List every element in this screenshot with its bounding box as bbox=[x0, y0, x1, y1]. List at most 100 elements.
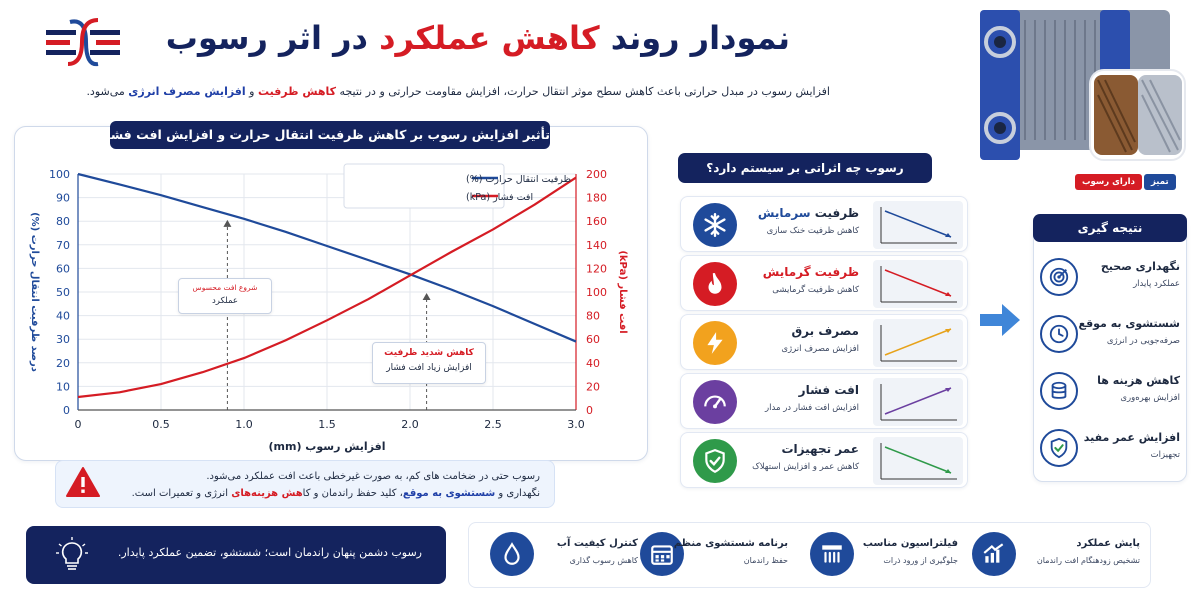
plate-heat-exchanger-image bbox=[980, 10, 1186, 161]
tip-title: برنامه شستشوی منظم bbox=[673, 538, 788, 549]
effect-subtitle: افزایش مصرف انرژی bbox=[781, 344, 859, 354]
warning-line-1: رسوب حتی در ضخامت های کم، به صورت غیرخطی… bbox=[206, 471, 540, 482]
legend-label: ظرفیت انتقال حرارت (%) bbox=[466, 174, 571, 185]
x-tick-label: 1.5 bbox=[318, 418, 336, 431]
x-axis-label: افزایش رسوب (mm) bbox=[268, 440, 385, 453]
y-right-tick-label: 80 bbox=[586, 310, 600, 323]
flame-icon bbox=[693, 262, 737, 306]
x-tick-label: 1.0 bbox=[235, 418, 253, 431]
conclusion-item-title: شستشوی به موقع bbox=[1078, 317, 1180, 330]
trend-mini-chart bbox=[873, 378, 963, 426]
effect-title: ظرفیت گرمایش bbox=[762, 265, 859, 279]
x-tick-label: 0 bbox=[75, 418, 82, 431]
y-right-tick-label: 0 bbox=[586, 404, 593, 417]
tip-item: برنامه شستشوی منظم حفظ راندمان bbox=[640, 532, 790, 578]
y-left-tick-label: 10 bbox=[56, 380, 70, 393]
effect-subtitle: کاهش عمر و افزایش استهلاک bbox=[752, 462, 859, 472]
chart-up-icon bbox=[972, 532, 1016, 576]
y-right-tick-label: 100 bbox=[586, 286, 607, 299]
arrow-right-icon bbox=[980, 304, 1020, 336]
y-left-tick-label: 0 bbox=[63, 404, 70, 417]
y-left-tick-label: 20 bbox=[56, 357, 70, 370]
lightbulb-icon bbox=[56, 537, 88, 570]
conclusion-item: کاهش هزینه ها افزایش بهره‌وری bbox=[1040, 370, 1182, 418]
tip-item: پایش عملکرد تشخیص زودهنگام افت راندمان bbox=[972, 532, 1142, 578]
conclusion-item-title: افزایش عمر مفید bbox=[1083, 431, 1180, 444]
intro-text: افزایش رسوب در مبدل حرارتی باعث کاهش سطح… bbox=[86, 85, 830, 98]
y-left-tick-label: 80 bbox=[56, 215, 70, 228]
annotation-arrowhead bbox=[223, 219, 232, 227]
clock-icon bbox=[1040, 315, 1078, 353]
tip-item: کنترل کیفیت آب کاهش رسوب گذاری bbox=[490, 532, 640, 578]
conclusion-item: شستشوی به موقع صرفه‌جویی در انرژی bbox=[1040, 313, 1182, 361]
tip-item: فیلتراسیون مناسب جلوگیری از ورود ذرات bbox=[810, 532, 960, 578]
heat-exchanger-illustration: دارای رسوب تمیز bbox=[940, 0, 1190, 190]
conclusion-item-title: کاهش هزینه ها bbox=[1097, 374, 1180, 387]
effect-card: افت فشار افزایش افت فشار در مدار bbox=[680, 373, 968, 429]
shield-check-icon bbox=[693, 439, 737, 483]
y-left-tick-label: 30 bbox=[56, 333, 70, 346]
y-right-tick-label: 40 bbox=[586, 357, 600, 370]
y-left-tick-label: 40 bbox=[56, 310, 70, 323]
y-right-tick-label: 180 bbox=[586, 192, 607, 205]
effect-card: مصرف برق افزایش مصرف انرژی bbox=[680, 314, 968, 370]
legend-box bbox=[343, 163, 505, 209]
conclusion-item-subtitle: افزایش بهره‌وری bbox=[1120, 393, 1180, 403]
filter-icon bbox=[810, 532, 854, 576]
quote-banner: رسوب دشمن پنهان راندمان است؛ شستشو، تضمی… bbox=[26, 526, 446, 584]
lightning-icon bbox=[693, 321, 737, 365]
effect-subtitle: کاهش ظرفیت گرمایشی bbox=[772, 285, 859, 295]
trend-mini-chart bbox=[873, 437, 963, 485]
y-right-axis-label: افت فشار (kPa) bbox=[617, 250, 628, 333]
y-left-axis-label: درصد ظرفیت انتقال حرارت (%) bbox=[29, 212, 40, 372]
conclusion-item: افزایش عمر مفید تجهیزات bbox=[1040, 427, 1182, 475]
brand-logo bbox=[46, 18, 120, 67]
annotation-early-drop: شروع افت محسوس عملکرد bbox=[178, 278, 272, 314]
effect-subtitle: افزایش افت فشار در مدار bbox=[765, 403, 859, 413]
trend-mini-chart bbox=[873, 319, 963, 367]
trend-mini-chart bbox=[873, 260, 963, 308]
y-right-tick-label: 120 bbox=[586, 262, 607, 275]
y-left-tick-label: 90 bbox=[56, 192, 70, 205]
effect-subtitle: کاهش ظرفیت خنک سازی bbox=[766, 226, 859, 236]
x-tick-label: 3.0 bbox=[567, 418, 585, 431]
x-tick-label: 2.0 bbox=[401, 418, 419, 431]
warning-icon bbox=[66, 467, 100, 497]
droplet-icon bbox=[490, 532, 534, 576]
series-line-1 bbox=[77, 176, 577, 399]
tip-title: پایش عملکرد bbox=[1076, 538, 1140, 549]
chart-panel bbox=[14, 126, 648, 461]
effect-title: افت فشار bbox=[798, 383, 859, 397]
shield-check-icon bbox=[1040, 429, 1078, 467]
conclusion-item: نگهداری صحیح عملکرد پایدار bbox=[1040, 256, 1182, 304]
tip-title: فیلتراسیون مناسب bbox=[862, 538, 958, 549]
x-tick-label: 0.5 bbox=[152, 418, 170, 431]
y-left-tick-label: 100 bbox=[49, 168, 70, 181]
y-left-tick-label: 60 bbox=[56, 262, 70, 275]
conclusion-item-title: نگهداری صحیح bbox=[1100, 260, 1180, 273]
y-right-tick-label: 140 bbox=[586, 239, 607, 252]
tip-subtitle: تشخیص زودهنگام افت راندمان bbox=[1036, 556, 1140, 565]
effect-card: عمر تجهیزات کاهش عمر و افزایش استهلاک bbox=[680, 432, 968, 488]
conclusion-item-subtitle: صرفه‌جویی در انرژی bbox=[1106, 336, 1180, 346]
target-icon bbox=[1040, 258, 1078, 296]
warning-line-2: نگهداری و شستشوی به موقع، کلید حفظ راندم… bbox=[131, 488, 540, 499]
conclusion-title: نتیجه گیری bbox=[1033, 214, 1187, 242]
tip-title: کنترل کیفیت آب bbox=[556, 538, 638, 549]
trend-mini-chart bbox=[873, 201, 963, 249]
coins-icon bbox=[1040, 372, 1078, 410]
warning-box: رسوب حتی در ضخامت های کم، به صورت غیرخطی… bbox=[55, 460, 555, 508]
y-right-tick-label: 200 bbox=[586, 168, 607, 181]
quote-text: رسوب دشمن پنهان راندمان است؛ شستشو، تضمی… bbox=[117, 546, 422, 559]
effect-title: مصرف برق bbox=[791, 324, 859, 338]
gauge-icon bbox=[693, 380, 737, 424]
effects-title: رسوب چه اثراتی بر سیستم دارد؟ bbox=[678, 153, 932, 183]
calendar-icon bbox=[640, 532, 684, 576]
clean-label: تمیز bbox=[1144, 174, 1176, 190]
effect-card: ظرفیت سرمایش کاهش ظرفیت خنک سازی bbox=[680, 196, 968, 252]
tip-subtitle: حفظ راندمان bbox=[743, 556, 788, 565]
annotation-severe-drop: کاهش شدید ظرفیت افزایش زیاد افت فشار bbox=[372, 342, 486, 384]
annotation-arrowhead bbox=[422, 293, 431, 300]
y-right-tick-label: 20 bbox=[586, 380, 600, 393]
snowflake-icon bbox=[693, 203, 737, 247]
